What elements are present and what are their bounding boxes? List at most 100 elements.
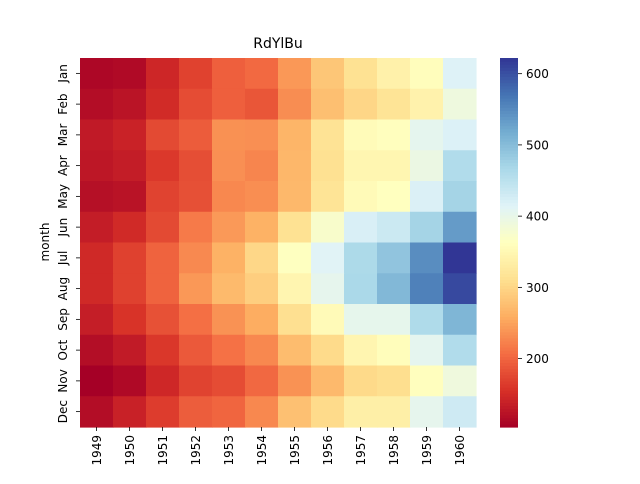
- colorbar-segment: [500, 224, 518, 228]
- heatmap-cell: [278, 211, 312, 244]
- colorbar-segment: [500, 144, 518, 148]
- heatmap-cell: [113, 396, 147, 428]
- colorbar-segment: [500, 353, 518, 357]
- heatmap-cell: [179, 150, 213, 182]
- colorbar-segment: [500, 414, 518, 419]
- colorbar-segment: [500, 390, 518, 394]
- colorbar-segment: [500, 64, 518, 68]
- colorbar-segment: [500, 58, 518, 62]
- heatmap-cell: [443, 58, 477, 90]
- heatmap-cell: [278, 88, 312, 121]
- heatmap-cell: [344, 211, 378, 244]
- heatmap-cell: [179, 88, 213, 121]
- heatmap-cell: [311, 273, 345, 305]
- heatmap-cell: [113, 242, 147, 274]
- colorbar-segment: [500, 230, 518, 234]
- colorbar-segment: [500, 147, 518, 151]
- colorbar-segment: [500, 254, 518, 259]
- x-tick-label: 1959: [420, 435, 434, 466]
- colorbar-segment: [500, 199, 518, 204]
- colorbar-segment: [500, 82, 518, 87]
- colorbar-segment: [500, 340, 518, 345]
- heatmap-cell: [245, 242, 279, 274]
- colorbar-segment: [500, 356, 518, 360]
- colorbar-segment: [500, 420, 518, 425]
- heatmap-cell: [278, 273, 312, 305]
- colorbar-segment: [500, 137, 518, 142]
- heatmap-cell: [245, 181, 279, 213]
- colorbar-segment: [500, 85, 518, 90]
- heatmap-cell: [113, 211, 147, 244]
- heatmap-cell: [344, 396, 378, 428]
- colorbar-segment: [500, 383, 518, 388]
- colorbar-segment: [500, 264, 518, 268]
- heatmap-cell: [245, 273, 279, 305]
- y-tick-label: Oct: [56, 339, 70, 360]
- heatmap-cell: [179, 334, 213, 367]
- heatmap-cell: [443, 334, 477, 367]
- heatmap-cell: [410, 242, 444, 274]
- heatmap-cell: [113, 88, 147, 121]
- heatmap-cell: [245, 211, 279, 244]
- heatmap-cell: [113, 150, 147, 182]
- heatmap-cell: [377, 181, 411, 213]
- colorbar-segment: [500, 300, 518, 305]
- colorbar-segment: [500, 214, 518, 219]
- heatmap-cell: [311, 181, 345, 213]
- colorbar-segment: [500, 141, 518, 145]
- colorbar-segment: [500, 285, 518, 290]
- heatmap-cell: [212, 396, 246, 428]
- colorbar-segment: [500, 91, 518, 96]
- colorbar-segment: [500, 76, 518, 81]
- heatmap-cell: [146, 119, 180, 151]
- colorbar-tick-label: 500: [526, 138, 549, 152]
- colorbar-segment: [500, 423, 518, 428]
- heatmap-cell: [377, 365, 411, 397]
- colorbar-segment: [500, 73, 518, 78]
- heatmap-cell: [443, 181, 477, 213]
- heatmap-cell: [179, 58, 213, 90]
- heatmap-cell: [377, 150, 411, 182]
- heatmap-cell: [245, 334, 279, 367]
- colorbar-segment: [500, 61, 518, 65]
- heatmap-cell: [311, 365, 345, 397]
- colorbar-segment: [500, 248, 518, 253]
- x-tick-label: 1952: [189, 435, 203, 466]
- colorbar-segment: [500, 162, 518, 167]
- colorbar-segment: [500, 291, 518, 296]
- y-tick-label: Feb: [56, 94, 70, 115]
- colorbar-segment: [500, 239, 518, 244]
- colorbar-segment: [500, 288, 518, 293]
- heatmap-cell: [146, 58, 180, 90]
- x-tick-label: 1958: [387, 435, 401, 466]
- heatmap-cell: [410, 304, 444, 336]
- colorbar-segment: [500, 181, 518, 185]
- heatmap-cell: [212, 304, 246, 336]
- heatmap-cell: [245, 396, 279, 428]
- heatmap-cell: [179, 181, 213, 213]
- heatmap-cell: [377, 211, 411, 244]
- heatmap-cell: [311, 334, 345, 367]
- heatmap-cell: [311, 242, 345, 274]
- heatmap-cell: [80, 396, 114, 428]
- colorbar-segment: [500, 220, 518, 225]
- colorbar-segment: [500, 273, 518, 277]
- heatmap-cell: [344, 119, 378, 151]
- colorbar-segment: [500, 193, 518, 197]
- heatmap-cell: [245, 304, 279, 336]
- heatmap-cell: [377, 334, 411, 367]
- colorbar-segment: [500, 165, 518, 170]
- heatmap-cell: [443, 211, 477, 244]
- y-tick-label: Jan: [56, 64, 70, 84]
- colorbar-segment: [500, 347, 518, 351]
- colorbar-segment: [500, 184, 518, 188]
- y-tick-label: Jul: [56, 251, 70, 266]
- colorbar-segment: [500, 304, 518, 308]
- heatmap-cell: [212, 181, 246, 213]
- heatmap-cell: [212, 211, 246, 244]
- heatmap-cell: [311, 58, 345, 90]
- heatmap-cell: [80, 365, 114, 397]
- heatmap-cell: [146, 150, 180, 182]
- colorbar-segment: [500, 350, 518, 354]
